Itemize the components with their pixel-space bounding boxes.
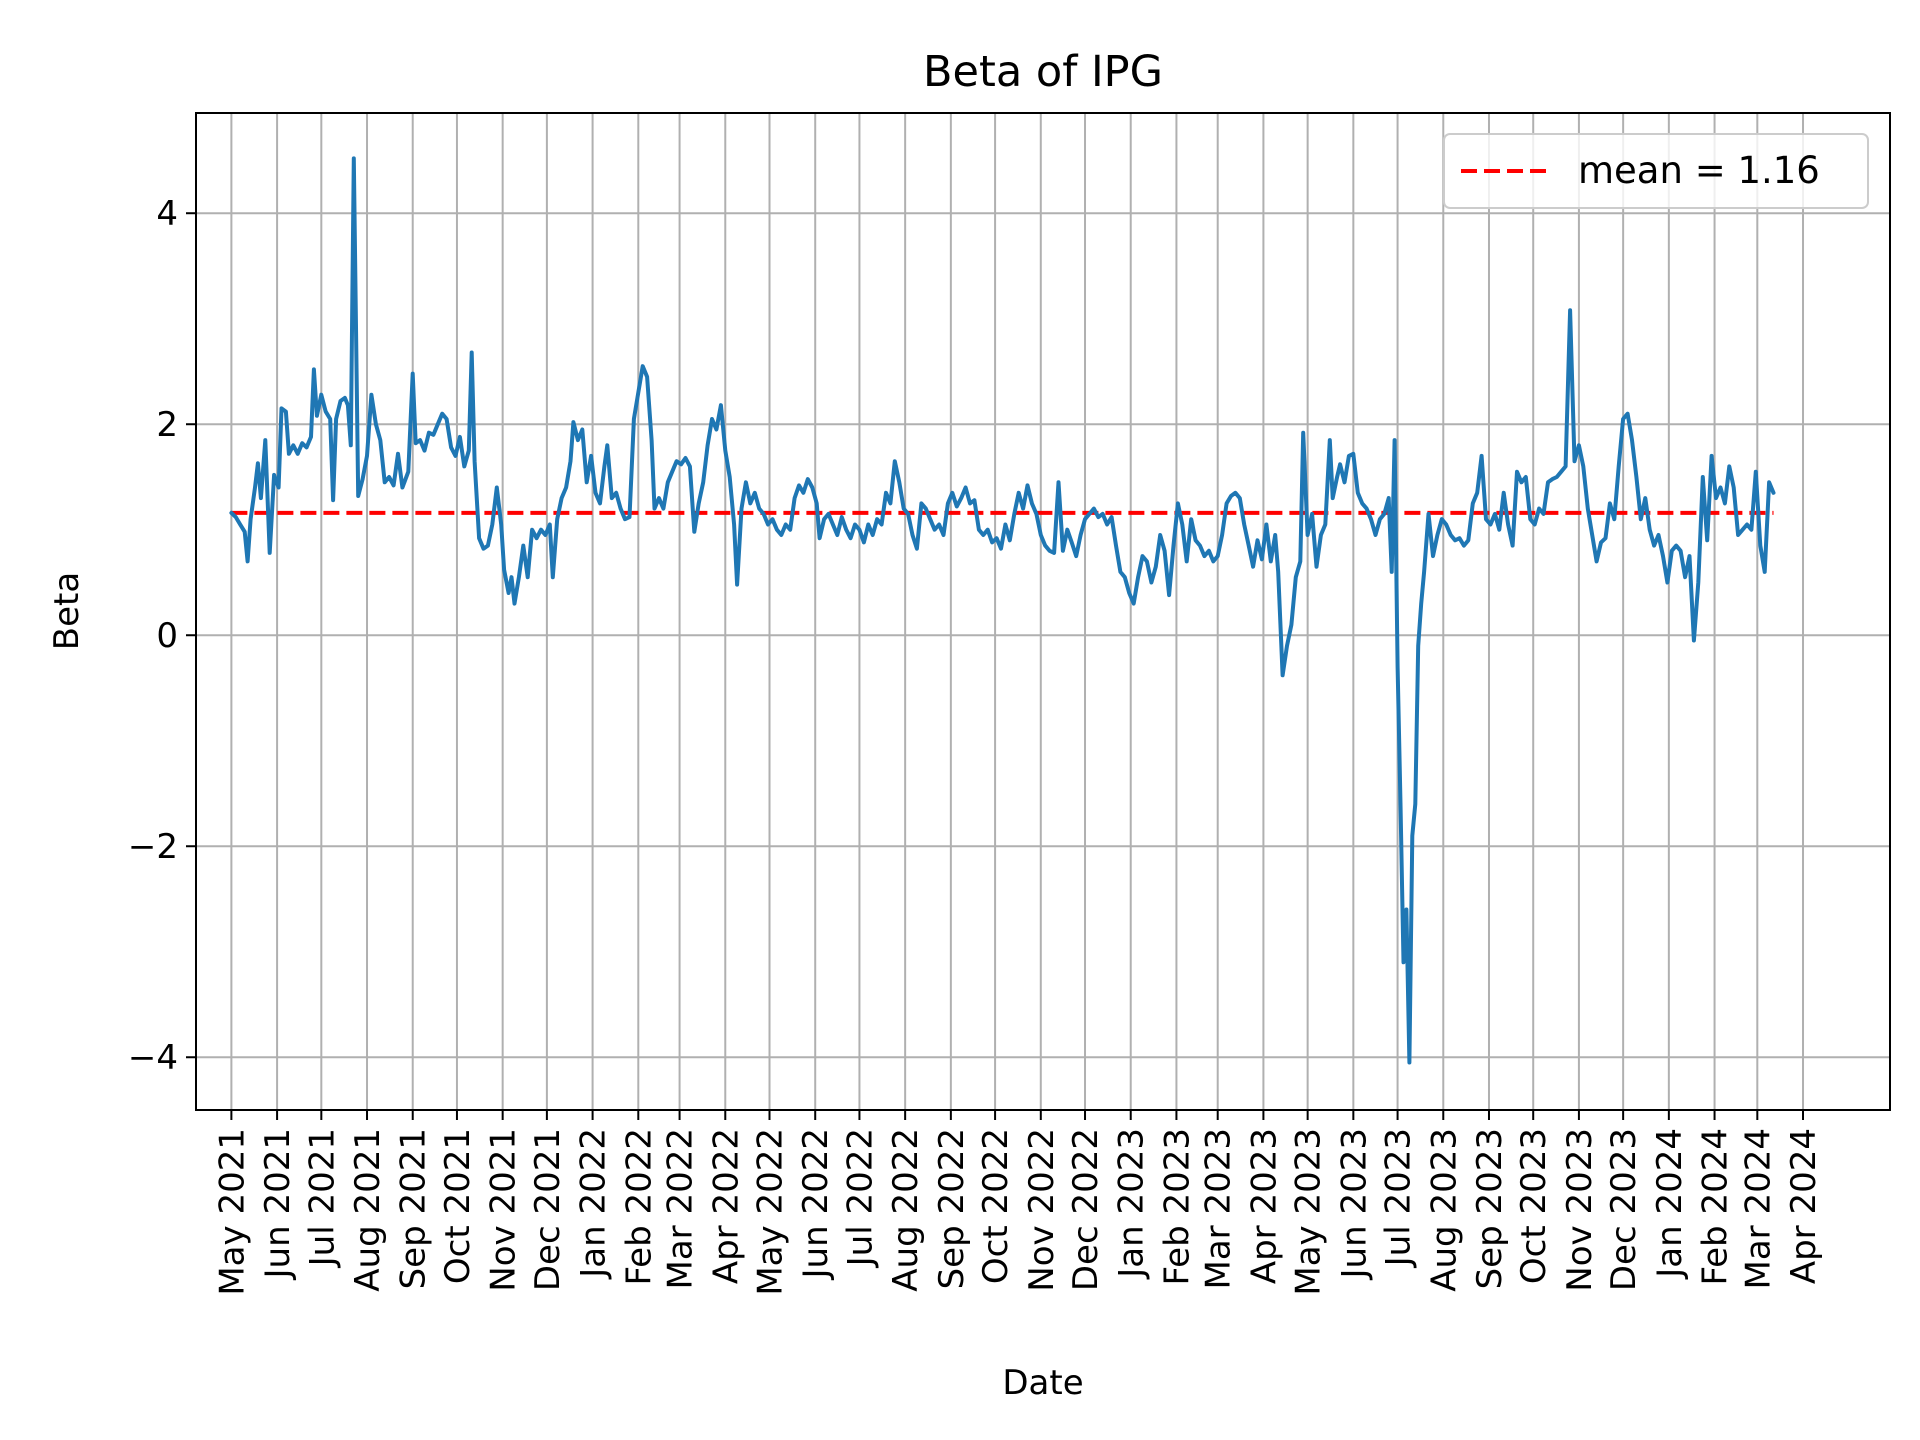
x-tick-label: Nov 2021 [484,1128,524,1292]
x-tick-label: Jun 2021 [258,1128,298,1280]
y-tick-label: 2 [156,405,178,445]
y-tick-label: −2 [128,827,178,867]
x-tick-label: Jul 2023 [1379,1128,1419,1268]
x-tick-label: Apr 2024 [1784,1128,1824,1284]
x-tick-label: Apr 2022 [706,1128,746,1284]
x-tick-label: Feb 2024 [1696,1128,1736,1286]
x-tick-label: May 2022 [751,1128,791,1296]
grid-lines [196,113,1890,1110]
x-tick-label: Jul 2021 [302,1128,342,1268]
x-tick-label: Dec 2022 [1066,1128,1106,1291]
x-tick-label: Feb 2023 [1157,1128,1197,1286]
x-tick-label: Sep 2021 [394,1128,434,1289]
x-axis-ticks: May 2021 Jun 2021 Jul 2021 Aug 2021 Sep 2021… [212,1110,1824,1296]
x-tick-label: Aug 2022 [886,1128,926,1292]
legend-box [1443,133,1869,209]
chart-title: Beta of IPG [923,47,1163,97]
plot-frame [195,112,1891,1111]
x-axis-label: Date [1002,1363,1083,1403]
beta-series-line [229,156,1776,1065]
x-tick-label: May 2023 [1289,1128,1329,1296]
legend: mean = 1.16 [1443,133,1869,209]
x-tick-label: Aug 2021 [348,1128,388,1292]
x-tick-label: Apr 2023 [1244,1128,1284,1284]
x-tick-label: Jun 2023 [1334,1128,1374,1280]
series-layer [229,156,1776,1065]
x-tick-label: Nov 2023 [1560,1128,1600,1292]
y-axis-ticks: −4 −2 0 2 4 [128,194,196,1078]
legend-mean-label: mean = 1.16 [1578,149,1820,192]
x-tick-label: Feb 2022 [619,1128,659,1286]
x-tick-label: Dec 2021 [528,1128,568,1291]
x-tick-label: Mar 2022 [661,1128,701,1289]
x-tick-label: May 2021 [212,1128,252,1296]
y-tick-label: 0 [156,616,178,656]
x-tick-label: Jul 2022 [840,1128,880,1268]
x-tick-label: Jan 2022 [574,1128,614,1280]
y-tick-label: 4 [156,194,178,234]
x-tick-label: Mar 2023 [1199,1128,1239,1289]
x-tick-label: Jan 2024 [1650,1128,1690,1280]
x-tick-label: Oct 2022 [976,1128,1016,1284]
x-tick-label: Sep 2022 [932,1128,972,1289]
x-tick-label: Aug 2023 [1424,1128,1464,1292]
x-tick-label: Oct 2021 [438,1128,478,1284]
x-tick-label: Mar 2024 [1738,1128,1778,1289]
x-tick-label: Oct 2023 [1514,1128,1554,1284]
y-axis-label: Beta [47,572,87,650]
x-tick-label: Jan 2023 [1112,1128,1152,1280]
x-tick-label: Jun 2022 [796,1128,836,1280]
y-tick-label: −4 [128,1038,178,1078]
x-tick-label: Sep 2023 [1470,1128,1510,1289]
x-tick-label: Dec 2023 [1604,1128,1644,1291]
x-tick-label: Nov 2022 [1022,1128,1062,1292]
